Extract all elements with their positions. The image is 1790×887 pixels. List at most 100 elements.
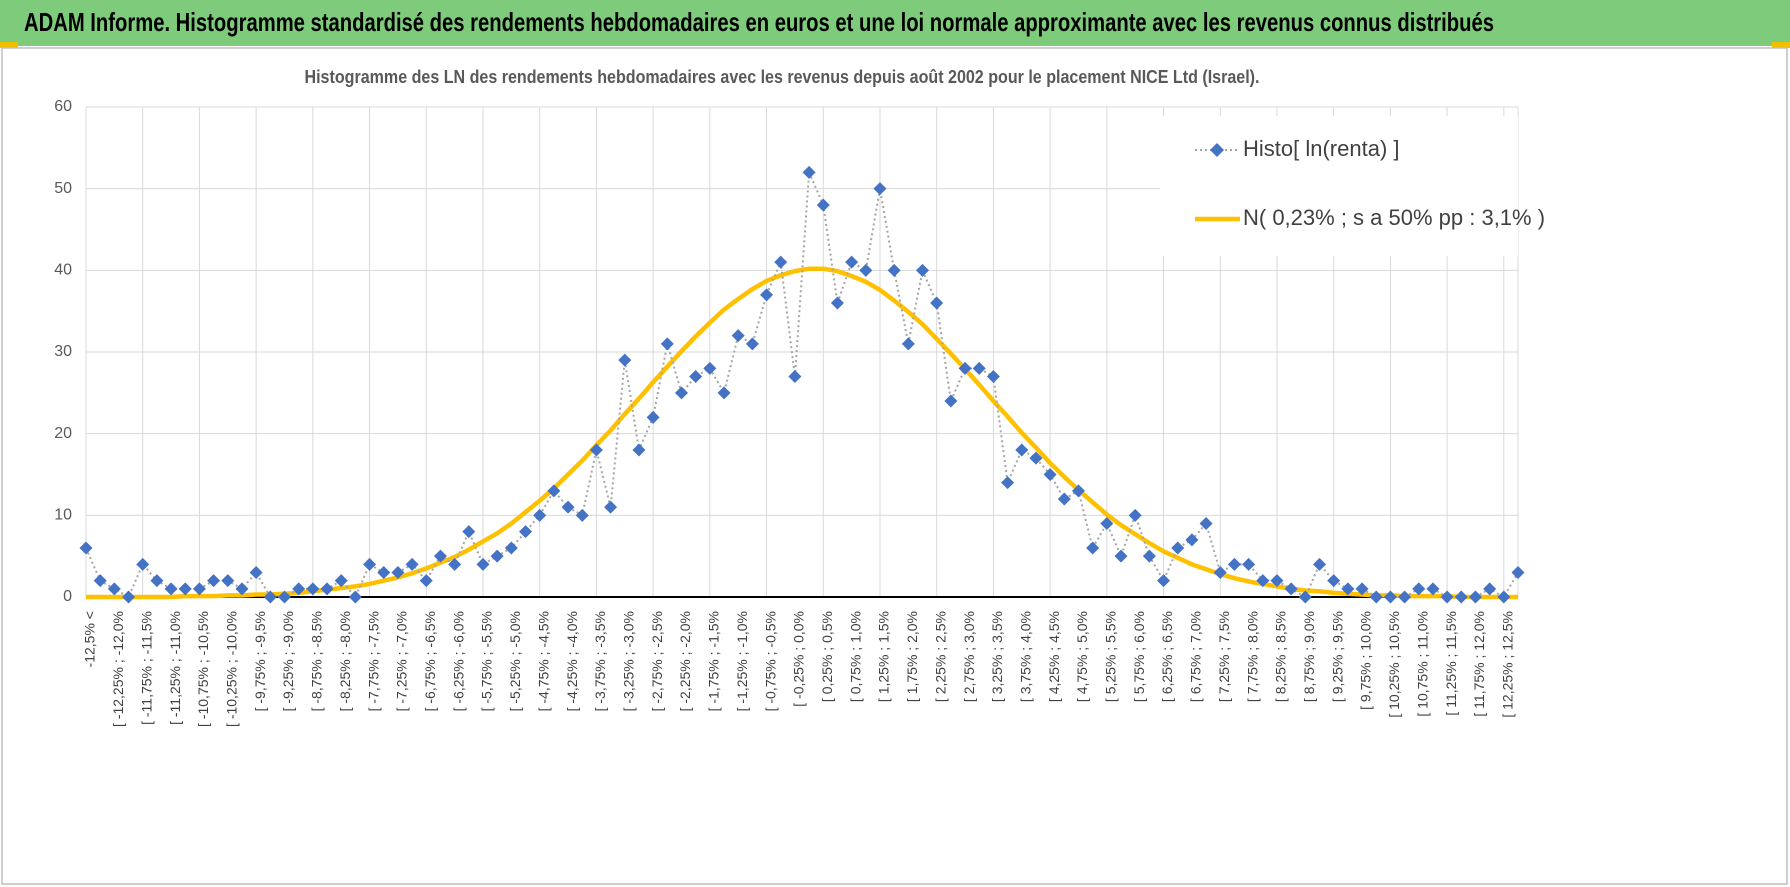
x-tick-label: [ 1,25% ; 1,5% <box>876 611 892 702</box>
data-point <box>1086 541 1100 555</box>
data-point <box>575 508 589 522</box>
data-point <box>1440 590 1454 604</box>
data-point <box>519 525 533 539</box>
data-point <box>1454 590 1468 604</box>
data-point <box>334 574 348 588</box>
y-tick-label: 10 <box>54 507 72 524</box>
data-point <box>1412 582 1426 596</box>
data-point <box>164 582 178 596</box>
data-point <box>448 557 462 571</box>
data-point <box>1142 549 1156 563</box>
title-bar <box>0 0 1790 46</box>
data-point <box>292 582 306 596</box>
y-tick-label: 40 <box>54 262 72 279</box>
x-tick-label: [ -4,75% ; -4,5% <box>535 611 551 711</box>
data-point <box>1256 574 1270 588</box>
grid: 0 10 20 30 40 50 60 -12,5% < [ -12,25% ; -12,0% [… <box>54 98 1519 727</box>
x-tick-label: [ -8,25% ; -8,0% <box>337 611 353 711</box>
data-point <box>1015 443 1029 457</box>
x-tick-label: [ 1,75% ; 2,0% <box>904 611 920 702</box>
x-tick-label: [ -4,25% ; -4,0% <box>564 611 580 711</box>
data-point <box>717 386 731 400</box>
x-tick-label: [ -7,75% ; -7,5% <box>365 611 381 711</box>
data-point <box>674 386 688 400</box>
x-tick-label: [ -9,75% ; -9,5% <box>252 611 268 711</box>
x-tick-label: [ -5,75% ; -5,5% <box>479 611 495 711</box>
x-tick-label: [ -2,75% ; -2,5% <box>649 611 665 711</box>
legend: Histo[ ln(renta) ] N( 0,23% ; s a 50% pp … <box>1160 116 1545 256</box>
x-tick-label: [ 4,25% ; 4,5% <box>1046 611 1062 702</box>
x-tick-label: [ -0,25% ; 0,0% <box>791 611 807 707</box>
data-point <box>1213 566 1227 579</box>
x-tick-label: [ -1,75% ; -1,5% <box>706 611 722 711</box>
data-point <box>646 410 660 424</box>
data-point <box>1426 582 1440 596</box>
data-point <box>1114 549 1128 563</box>
data-point <box>618 353 632 367</box>
data-point <box>1497 590 1511 604</box>
data-point <box>1284 582 1298 596</box>
data-point <box>377 566 391 579</box>
data-point <box>263 590 277 604</box>
data-point <box>703 361 717 375</box>
x-tick-label: [ -6,25% ; -6,0% <box>450 611 466 711</box>
data-point <box>221 574 235 588</box>
x-tick-label: [ 11,25% ; 11,5% <box>1443 611 1459 716</box>
legend-label: N( 0,23% ; s a 50% pp : 3,1% ) <box>1243 205 1545 230</box>
data-point <box>1468 590 1482 604</box>
x-tick-label: [ 3,75% ; 4,0% <box>1017 611 1033 702</box>
x-tick-label: [ -0,75% ; -0,5% <box>762 611 778 711</box>
x-tick-label: [ -12,25% ; -12,0% <box>110 611 126 727</box>
data-point <box>249 566 263 579</box>
data-point <box>788 370 802 383</box>
x-tick-label: [ 11,75% ; 12,0% <box>1471 611 1487 717</box>
data-point <box>490 549 504 563</box>
x-tick-label: [ 0,75% ; 1,0% <box>847 611 863 702</box>
x-tick-label: -12,5% < <box>82 611 98 667</box>
data-point <box>1341 582 1355 596</box>
y-tick-label: 0 <box>63 588 72 605</box>
x-tick-label: [ 8,25% ; 8,5% <box>1273 611 1289 702</box>
corner-tab <box>0 42 18 48</box>
x-tick-label: [ -9,25% ; -9,0% <box>280 611 296 711</box>
x-tick-label: [ -2,25% ; -2,0% <box>677 611 693 711</box>
data-point <box>405 557 419 571</box>
plot <box>79 165 1525 604</box>
data-point <box>1270 574 1284 588</box>
data-point <box>887 263 901 277</box>
corner-tab <box>1772 42 1790 48</box>
data-point <box>1313 557 1327 571</box>
legend-label: Histo[ ln(renta) ] <box>1243 136 1400 161</box>
x-tick-label: [ -10,75% ; -10,5% <box>195 611 211 727</box>
x-tick-label: [ 10,25% ; 10,5% <box>1386 611 1402 718</box>
data-point <box>419 574 433 588</box>
x-tick-label: [ 6,75% ; 7,0% <box>1188 611 1204 702</box>
chart-frame <box>1 47 1788 885</box>
x-tick-label: [ -6,75% ; -6,5% <box>422 611 438 711</box>
x-tick-label: [ 3,25% ; 3,5% <box>989 611 1005 702</box>
data-point <box>107 582 121 596</box>
data-point <box>1128 508 1142 522</box>
x-tick-label: [ 2,25% ; 2,5% <box>932 611 948 702</box>
data-point <box>1242 557 1256 571</box>
data-point <box>830 296 844 310</box>
data-point <box>561 500 575 514</box>
data-point <box>1398 590 1412 604</box>
data-point <box>79 541 93 555</box>
x-tick-label: [ -1,25% ; -1,0% <box>734 611 750 711</box>
data-point <box>277 590 291 604</box>
data-point <box>1355 582 1369 596</box>
data-point <box>901 337 915 351</box>
data-point <box>122 590 136 604</box>
data-point <box>136 557 150 571</box>
x-tick-label: [ 12,25% ; 12,5% <box>1500 611 1516 718</box>
data-point <box>816 198 830 212</box>
data-point <box>859 263 873 277</box>
data-point <box>476 557 490 571</box>
data-point <box>916 263 930 277</box>
data-point <box>235 582 249 596</box>
x-tick-label: [ -3,75% ; -3,5% <box>592 611 608 711</box>
data-point <box>1227 557 1241 571</box>
legend-box <box>1160 116 1518 256</box>
